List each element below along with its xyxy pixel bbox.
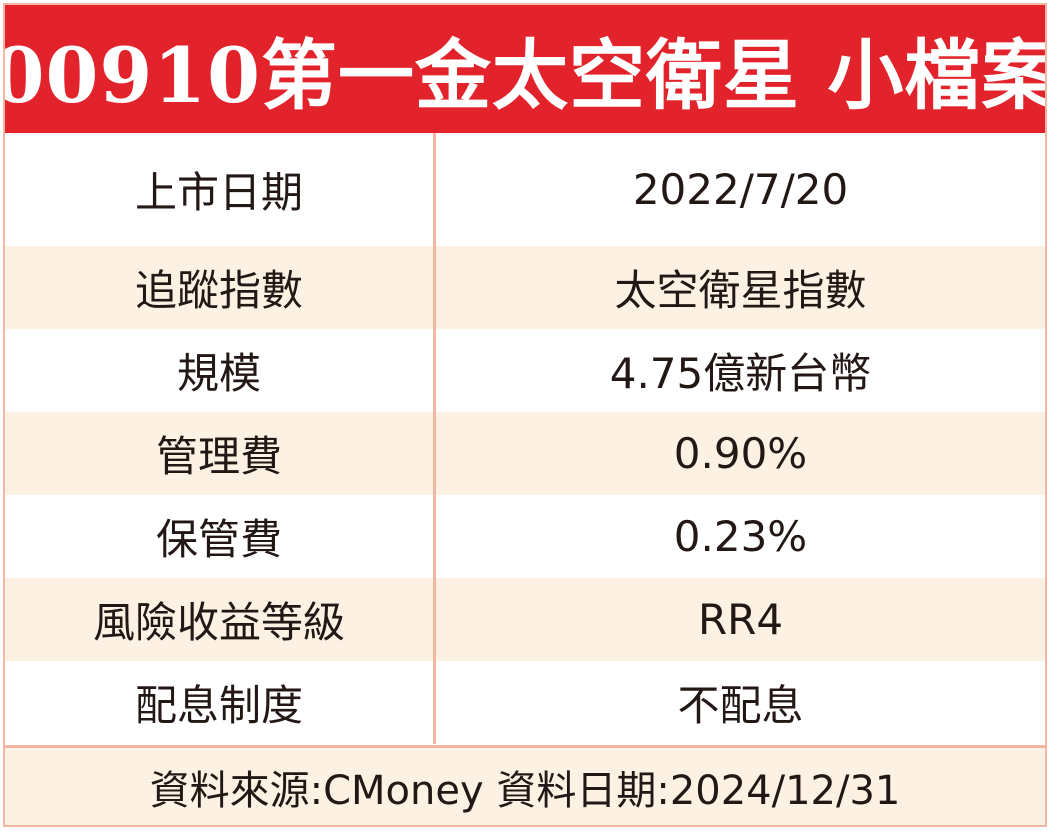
table-row-fund-size: 規模 4.75億新台幣 — [5, 329, 1045, 412]
row-value: 0.90% — [673, 429, 808, 478]
row-label: 規模 — [5, 329, 436, 412]
row-value: 太空衛星指數 — [614, 266, 867, 315]
row-value: 0.23% — [673, 512, 808, 561]
row-label: 管理費 — [5, 412, 436, 495]
row-label: 追蹤指數 — [5, 246, 436, 329]
row-value: 4.75億新台幣 — [609, 349, 872, 398]
source-footnote: 資料來源:CMoney 資料日期:2024/12/31 — [5, 745, 1045, 825]
row-label: 上市日期 — [5, 133, 436, 246]
profile-table: 上市日期 2022/7/20 追蹤指數 太空衛星指數 規模 4.75億新台幣 管… — [5, 133, 1045, 744]
table-row-custody-fee: 保管費 0.23% — [5, 495, 1045, 578]
table-row-dividend-policy: 配息制度 不配息 — [5, 661, 1045, 744]
table-row-risk-level: 風險收益等級 RR4 — [5, 578, 1045, 661]
fund-profile-card: 00910第一金太空衛星 小檔案 上市日期 2022/7/20 追蹤指數 太空衛… — [3, 3, 1047, 827]
row-label: 風險收益等級 — [5, 578, 436, 661]
row-value: 2022/7/20 — [632, 165, 849, 214]
table-row-listing-date: 上市日期 2022/7/20 — [5, 133, 1045, 246]
table-row-management-fee: 管理費 0.90% — [5, 412, 1045, 495]
table-row-tracking-index: 追蹤指數 太空衛星指數 — [5, 246, 1045, 329]
row-value: 不配息 — [677, 681, 804, 730]
card-title: 00910第一金太空衛星 小檔案 — [5, 5, 1045, 133]
row-label: 配息制度 — [5, 661, 436, 744]
row-value: RR4 — [697, 595, 784, 644]
row-label: 保管費 — [5, 495, 436, 578]
